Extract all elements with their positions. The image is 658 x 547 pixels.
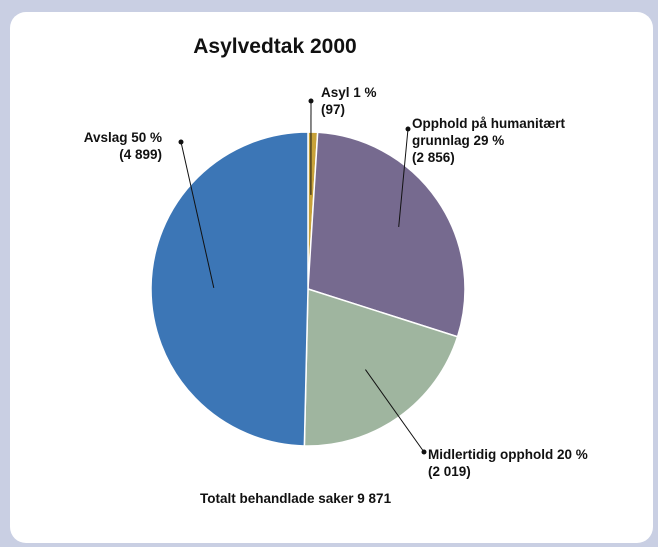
slice-label-4-line-1: Avslag 50 % [84, 130, 162, 145]
slice-label-1-line-1: Asyl 1 % [321, 85, 377, 100]
slice-label-3-line-2: (2 019) [428, 464, 471, 479]
leader-line-4 [180, 141, 215, 289]
leader-dot-1 [308, 98, 314, 104]
slice-label-2-line-1: Opphold på humanitært [412, 116, 565, 131]
slice-label-1-line-2: (97) [321, 102, 345, 117]
leader-dot-4 [178, 139, 184, 145]
slice-label-2-line-2: grunnlag 29 % [412, 133, 504, 148]
slice-labels: Asyl 1 % (97) Opphold på humanitært grunnla… [84, 85, 588, 479]
total-label: Totalt behandlade saker 9 871 [200, 491, 392, 506]
pie-slices [150, 131, 466, 447]
pie-slice-2 [307, 131, 466, 338]
leader-line-2 [398, 128, 409, 227]
leader-lines [178, 98, 427, 455]
leader-line-3 [365, 369, 425, 453]
slice-label-4-line-2: (4 899) [119, 147, 162, 162]
chart-title: Asylvedtak 2000 [193, 35, 356, 58]
leader-dot-2 [405, 126, 411, 132]
slice-label-2-line-3: (2 856) [412, 150, 455, 165]
pie-slice-4 [150, 131, 309, 447]
leader-dot-3 [421, 449, 427, 455]
slice-label-3-line-1: Midlertidig opphold 20 % [428, 447, 588, 462]
